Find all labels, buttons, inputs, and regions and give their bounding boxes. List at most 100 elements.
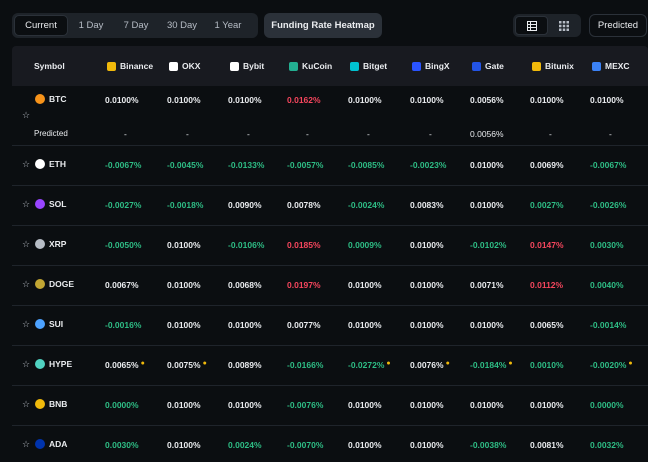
rate-cell[interactable]: -0.0067% <box>590 160 626 170</box>
exchange-header-bingx[interactable]: BingX <box>412 46 450 86</box>
rate-cell[interactable]: 0.0100% <box>348 280 382 290</box>
rate-cell[interactable]: 0.0100% <box>410 440 444 450</box>
rate-cell[interactable]: -0.0133% <box>228 160 264 170</box>
rate-cell[interactable]: 0.0100% <box>410 240 444 250</box>
rate-cell[interactable]: -0.0070% <box>287 440 323 450</box>
rate-cell[interactable]: 0.0030% <box>590 240 624 250</box>
period-tab-current[interactable]: Current <box>14 15 68 36</box>
rate-cell[interactable]: 0.0065% ● <box>105 360 145 370</box>
rate-cell[interactable]: 0.0100% <box>410 280 444 290</box>
rate-cell[interactable]: -0.0038% <box>470 440 506 450</box>
favorite-star-icon[interactable]: ☆ <box>22 359 31 369</box>
rate-cell[interactable]: 0.0100% <box>228 95 262 105</box>
rate-cell[interactable]: 0.0009% <box>348 240 382 250</box>
predicted-button[interactable]: Predicted <box>589 14 647 37</box>
rate-cell[interactable]: -0.0045% <box>167 160 203 170</box>
table-row[interactable]: ☆ ETH -0.0067% -0.0045% -0.0133% -0.0057% -0.0… <box>12 145 648 185</box>
rate-cell[interactable]: 0.0100% <box>167 240 201 250</box>
rate-cell[interactable]: 0.0100% <box>530 400 564 410</box>
table-row[interactable]: ☆ HYPE 0.0065% ● 0.0075% ● 0.0089% -0.0166% -0.0… <box>12 345 648 385</box>
rate-cell[interactable]: 0.0100% <box>410 320 444 330</box>
rate-cell[interactable]: 0.0010% <box>530 360 564 370</box>
table-row[interactable]: ☆ ADA 0.0030% 0.0100% 0.0024% -0.0070% 0.0100%… <box>12 425 648 462</box>
rate-cell[interactable]: -0.0014% <box>590 320 626 330</box>
table-row[interactable]: ☆ XRP -0.0050% 0.0100% -0.0106% 0.0185% 0.0009… <box>12 225 648 265</box>
exchange-header-gate[interactable]: Gate <box>472 46 504 86</box>
rate-cell[interactable]: 0.0100% <box>228 400 262 410</box>
exchange-header-bitget[interactable]: Bitget <box>350 46 387 86</box>
rate-cell[interactable]: 0.0069% <box>530 160 564 170</box>
rate-cell[interactable]: -0.0106% <box>228 240 264 250</box>
rate-cell[interactable]: 0.0030% <box>105 440 139 450</box>
table-row[interactable]: ☆ BTC 0.0100% 0.0100% 0.0100% 0.0162% 0.0100% 0… <box>12 86 648 145</box>
rate-cell[interactable]: 0.0077% <box>287 320 321 330</box>
rate-cell[interactable]: 0.0100% <box>530 95 564 105</box>
favorite-star-icon[interactable]: ☆ <box>22 239 31 249</box>
grid-view-button[interactable] <box>548 16 579 35</box>
rate-cell[interactable]: -0.0166% <box>287 360 323 370</box>
rate-cell[interactable]: 0.0032% <box>590 440 624 450</box>
rate-cell[interactable]: 0.0100% <box>167 95 201 105</box>
rate-cell[interactable]: 0.0100% <box>348 320 382 330</box>
rate-cell[interactable]: 0.0100% <box>470 400 504 410</box>
rate-cell[interactable]: 0.0100% <box>470 200 504 210</box>
table-row[interactable]: ☆ SOL -0.0027% -0.0018% 0.0090% 0.0078% -0.002… <box>12 185 648 225</box>
rate-cell[interactable]: 0.0100% <box>348 95 382 105</box>
exchange-header-bitunix[interactable]: Bitunix <box>532 46 574 86</box>
rate-cell[interactable]: -0.0018% <box>167 200 203 210</box>
rate-cell[interactable]: 0.0083% <box>410 200 444 210</box>
rate-cell[interactable]: 0.0100% <box>167 280 201 290</box>
rate-cell[interactable]: 0.0089% <box>228 360 262 370</box>
rate-cell[interactable]: 0.0100% <box>470 160 504 170</box>
favorite-star-icon[interactable]: ☆ <box>22 399 31 409</box>
rate-cell[interactable]: -0.0102% <box>470 240 506 250</box>
rate-cell[interactable]: 0.0040% <box>590 280 624 290</box>
funding-rate-heatmap-button[interactable]: Funding Rate Heatmap <box>264 13 382 38</box>
rate-cell[interactable]: -0.0272% ● <box>348 360 391 370</box>
rate-cell[interactable]: 0.0112% <box>530 280 563 290</box>
exchange-header-kucoin[interactable]: KuCoin <box>289 46 332 86</box>
rate-cell[interactable]: 0.0100% <box>105 95 139 105</box>
rate-cell[interactable]: 0.0075% ● <box>167 360 207 370</box>
rate-cell[interactable]: -0.0020% ● <box>590 360 633 370</box>
rate-cell[interactable]: 0.0185% <box>287 240 321 250</box>
exchange-header-mexc[interactable]: MEXC <box>592 46 630 86</box>
period-tab-30-day[interactable]: 30 Day <box>166 20 198 31</box>
rate-cell[interactable]: 0.0100% <box>348 440 382 450</box>
rate-cell[interactable]: -0.0085% <box>348 160 384 170</box>
period-tab-1-year[interactable]: 1 Year <box>214 20 242 31</box>
rate-cell[interactable]: 0.0100% <box>167 320 201 330</box>
table-row[interactable]: ☆ DOGE 0.0067% 0.0100% 0.0068% 0.0197% 0.0100%… <box>12 265 648 305</box>
rate-cell[interactable]: 0.0076% ● <box>410 360 450 370</box>
favorite-star-icon[interactable]: ☆ <box>22 110 31 120</box>
table-view-button[interactable] <box>515 16 548 35</box>
rate-cell[interactable]: 0.0056% <box>470 95 504 105</box>
rate-cell[interactable]: 0.0100% <box>410 400 444 410</box>
rate-cell[interactable]: 0.0000% <box>105 400 139 410</box>
rate-cell[interactable]: -0.0184% ● <box>470 360 513 370</box>
rate-cell[interactable]: 0.0197% <box>287 280 321 290</box>
favorite-star-icon[interactable]: ☆ <box>22 439 31 449</box>
rate-cell[interactable]: 0.0100% <box>348 400 382 410</box>
rate-cell[interactable]: 0.0071% <box>470 280 504 290</box>
exchange-header-okx[interactable]: OKX <box>169 46 200 86</box>
rate-cell[interactable]: 0.0100% <box>590 95 624 105</box>
rate-cell[interactable]: 0.0100% <box>470 320 504 330</box>
rate-cell[interactable]: -0.0067% <box>105 160 141 170</box>
rate-cell[interactable]: -0.0024% <box>348 200 384 210</box>
rate-cell[interactable]: -0.0027% <box>105 200 141 210</box>
rate-cell[interactable]: -0.0026% <box>590 200 626 210</box>
rate-cell[interactable]: 0.0000% <box>590 400 624 410</box>
period-tab-1-day[interactable]: 1 Day <box>78 20 104 31</box>
exchange-header-binance[interactable]: Binance <box>107 46 153 86</box>
rate-cell[interactable]: -0.0016% <box>105 320 141 330</box>
rate-cell[interactable]: 0.0100% <box>167 400 201 410</box>
rate-cell[interactable]: -0.0076% <box>287 400 323 410</box>
rate-cell[interactable]: -0.0050% <box>105 240 141 250</box>
rate-cell[interactable]: 0.0100% <box>228 320 262 330</box>
rate-cell[interactable]: 0.0068% <box>228 280 262 290</box>
rate-cell[interactable]: 0.0065% <box>530 320 564 330</box>
table-row[interactable]: ☆ SUI -0.0016% 0.0100% 0.0100% 0.0077% 0.0100%… <box>12 305 648 345</box>
rate-cell[interactable]: 0.0081% <box>530 440 564 450</box>
rate-cell[interactable]: 0.0100% <box>167 440 201 450</box>
